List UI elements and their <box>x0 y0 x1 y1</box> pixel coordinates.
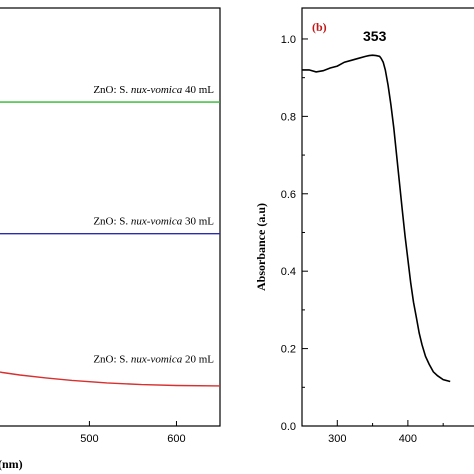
panel-b-y-ticks: 0.0 0.2 0.4 0.6 0.8 1.0 <box>281 34 308 433</box>
series-label-prefix: ZnO: S. <box>93 84 131 96</box>
panel-b-frame <box>301 7 474 427</box>
y-tick-label-2: 0.4 <box>281 266 296 278</box>
panel-a-x-ticks: 500 600 <box>80 421 186 445</box>
series-label-prefix: ZnO: S. <box>93 216 131 228</box>
y-tick-label-1: 0.2 <box>281 344 296 356</box>
series-label-suffix: 40 mL <box>182 84 214 96</box>
panel-b-y-axis-label: Absorbance (a.u) <box>254 203 268 291</box>
x-tick-label-1: 400 <box>399 433 417 445</box>
x-tick-label-1: 600 <box>167 433 185 445</box>
series-label-2: ZnO: S. nux-vomica 20 mL <box>93 354 214 366</box>
panel-a-x-axis-label: (nm) <box>0 457 23 471</box>
x-tick-label-0: 500 <box>80 433 98 445</box>
y-tick-label-0: 0.0 <box>281 421 296 433</box>
panel-a-series-lines <box>0 101 221 387</box>
x-tick-label-0: 300 <box>328 433 346 445</box>
y-tick-label-5: 1.0 <box>281 34 296 46</box>
series-label-prefix: ZnO: S. <box>93 354 131 366</box>
series-label-1: ZnO: S. nux-vomica 30 mL <box>93 216 214 228</box>
series-label-0: ZnO: S. nux-vomica 40 mL <box>93 84 214 96</box>
panel-b-series-lines <box>302 54 451 383</box>
series-line-2 <box>0 371 221 387</box>
panel-b-peak-label: 353 <box>363 28 387 44</box>
y-tick-label-3: 0.6 <box>281 189 296 201</box>
panel-b-x-ticks: 300 400 <box>328 420 444 445</box>
y-tick-label-4: 0.8 <box>281 111 296 123</box>
series-label-suffix: 20 mL <box>182 354 214 366</box>
series-label-italic: nux-vomica <box>131 216 183 228</box>
panel-b-tag: (b) <box>312 20 327 34</box>
absorbance-curve-0 <box>302 54 451 383</box>
series-label-italic: nux-vomica <box>131 354 183 366</box>
panel-b: 0.0 0.2 0.4 0.6 0.8 1.0 300 400 (b) 353 Absorb… <box>254 7 474 445</box>
series-label-suffix: 30 mL <box>182 216 214 228</box>
series-label-italic: nux-vomica <box>131 84 183 96</box>
panel-a-frame <box>0 7 221 427</box>
